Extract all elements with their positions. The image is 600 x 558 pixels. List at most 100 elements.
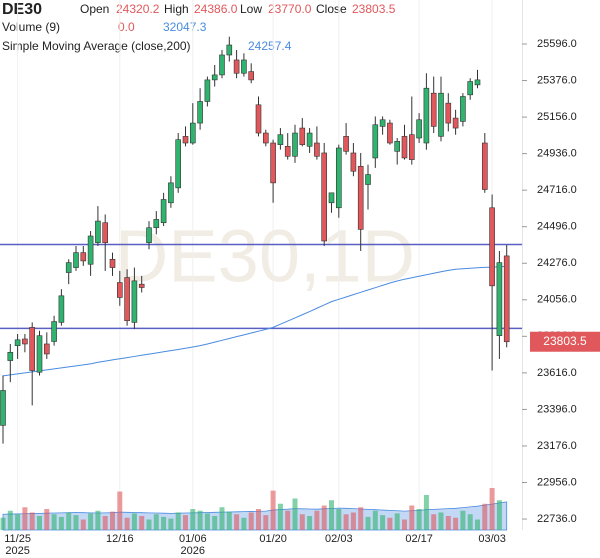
volume-bar [131, 513, 137, 530]
volume-bar [329, 500, 334, 530]
y-tick-label: 22736.0 [537, 513, 577, 525]
volume-bar [88, 513, 94, 530]
candle-body [408, 134, 415, 160]
volume-bar [58, 516, 64, 530]
candle-body [190, 122, 196, 144]
y-tick-label: 25596.0 [537, 38, 577, 50]
y-tick-label: 23616.0 [537, 367, 577, 379]
candle-body [387, 122, 393, 144]
candle-body [211, 74, 218, 81]
candle-body [73, 252, 79, 268]
candle-body [270, 142, 276, 184]
x-tick-label: 12/16 [106, 533, 134, 545]
volume-bar [365, 516, 371, 530]
volume-bar [80, 519, 86, 530]
volume-bar [445, 516, 451, 530]
candle-body [146, 227, 152, 243]
candle-body [394, 141, 401, 152]
volume-bar [124, 517, 130, 530]
candle-body [255, 104, 262, 134]
candle-body [160, 199, 167, 224]
open-value: 24320.2 [116, 2, 160, 16]
volume-bar [496, 500, 502, 530]
low-value: 23770.0 [268, 2, 312, 16]
close-value: 23803.5 [352, 2, 396, 16]
x-tick-label: 02/17 [405, 533, 433, 545]
y-tick-label: 24716.0 [537, 184, 577, 196]
volume-bar [460, 510, 466, 530]
volume-bar [212, 516, 218, 530]
volume-bar [0, 517, 6, 530]
candle-body [7, 351, 14, 361]
volume-ma-value: 32047.3 [163, 20, 207, 34]
volume-bar [350, 512, 356, 530]
candle-body [80, 252, 87, 262]
candle-body [124, 277, 130, 322]
y-tick-label: 25376.0 [537, 74, 577, 86]
low-label: Low [240, 2, 262, 16]
candle-body [306, 132, 313, 147]
volume-bar [277, 503, 283, 530]
candle-body [219, 54, 225, 76]
volume-bar [263, 515, 269, 530]
candle-body [29, 327, 36, 371]
volume-bar [234, 514, 240, 530]
volume-bar [453, 517, 459, 530]
candle-body [65, 262, 72, 273]
volume-bar [226, 511, 232, 530]
y-tick-label: 25156.0 [537, 111, 577, 123]
candle-body [51, 321, 57, 342]
price-tag-label: 23803.5 [543, 334, 587, 348]
candle-body [58, 295, 65, 323]
candle-body [430, 92, 437, 127]
y-tick-label: 23176.0 [537, 440, 577, 452]
volume-bar [402, 519, 407, 530]
volume-bar [175, 512, 181, 530]
x-tick-label: 02/03 [325, 533, 353, 545]
candle-body [233, 59, 240, 74]
candle-body [503, 255, 510, 343]
high-value: 24386.0 [194, 2, 238, 16]
volume-bar [37, 516, 42, 530]
candle-body [182, 136, 189, 144]
volume-bar [204, 513, 210, 530]
sma-line [2, 265, 507, 377]
candle-body [22, 338, 28, 345]
x-tick-label: 11/25 [4, 533, 31, 545]
candle-body [95, 220, 101, 243]
volume-ma-area [2, 501, 508, 531]
volume-bar [270, 490, 276, 530]
candle-body [423, 87, 430, 144]
volume-bar [7, 510, 13, 530]
candle-body [401, 136, 408, 159]
candle-body [175, 139, 181, 189]
candle-body [321, 152, 328, 242]
volume-bar [95, 510, 101, 530]
candle-body [292, 132, 298, 157]
x-year-label: 2025 [5, 545, 29, 557]
volume-bar [139, 516, 145, 530]
candle-body [284, 146, 291, 157]
volume-bar [22, 507, 28, 530]
high-label: High [164, 2, 189, 16]
volume-bar [248, 512, 254, 530]
watermark: DE30,1D [115, 215, 415, 298]
y-tick-label: 24056.0 [537, 294, 577, 306]
candle-body [350, 152, 357, 172]
x-tick-label: 01/20 [259, 533, 287, 545]
volume-value: 0.0 [118, 20, 135, 34]
volume-bar [482, 503, 488, 530]
volume-bar [387, 517, 393, 530]
candle-body [277, 134, 284, 145]
volume-bar [197, 510, 203, 530]
volume-bar [29, 512, 35, 530]
open-label: Open [80, 2, 109, 16]
volume-bar [73, 515, 79, 530]
volume-bar [15, 514, 21, 530]
candle-body [489, 207, 495, 287]
volume-bar [285, 510, 291, 530]
volume-bar [51, 514, 57, 530]
volume-bar [336, 509, 342, 530]
candle-body [481, 142, 488, 190]
volume-bar [314, 510, 320, 530]
